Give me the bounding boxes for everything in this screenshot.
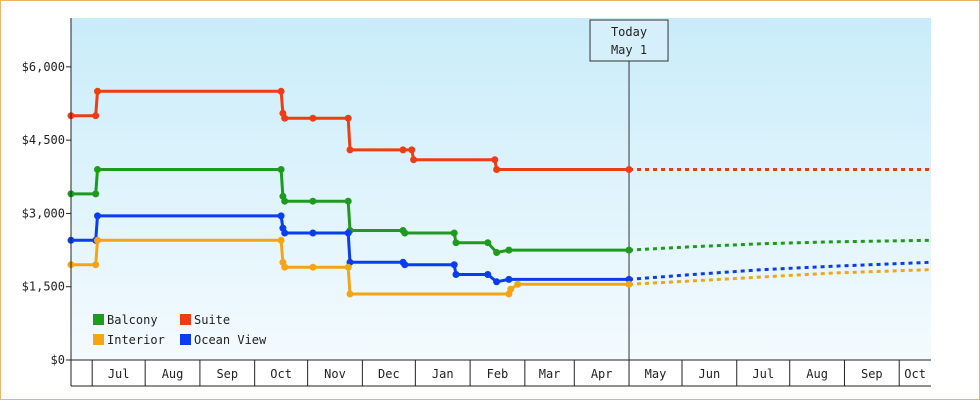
legend-swatch-interior: [93, 334, 104, 345]
x-tick-label: Oct: [270, 367, 292, 381]
x-tick-label: Apr: [591, 367, 613, 381]
data-point-suite: [493, 166, 501, 173]
y-tick-label: $6,000: [22, 60, 65, 74]
data-point-interior: [309, 263, 317, 271]
data-point-suite: [92, 112, 100, 120]
data-point-ocean-view: [452, 271, 460, 278]
data-point-suite: [408, 146, 416, 154]
x-tick-label: Mar: [539, 367, 561, 381]
forecast-line-ocean-view: [628, 260, 932, 281]
today-date: May 1: [611, 43, 647, 57]
legend-label-suite: Suite: [194, 313, 230, 327]
data-point-ocean-view: [277, 212, 285, 220]
plot-background: [71, 18, 931, 360]
data-point-balcony: [452, 239, 460, 247]
data-point-balcony: [281, 197, 289, 205]
data-point-balcony: [401, 229, 409, 237]
forecast-line-balcony: [628, 238, 932, 252]
data-point-ocean-view: [505, 275, 513, 283]
data-point-ocean-view: [493, 278, 501, 286]
data-point-balcony: [625, 246, 633, 254]
y-tick-label: $3,000: [22, 206, 65, 220]
legend-label-balcony: Balcony: [107, 313, 158, 327]
data-point-balcony: [505, 246, 513, 254]
x-tick-label: Nov: [324, 367, 346, 381]
today-box: [589, 19, 669, 62]
data-point-suite: [94, 87, 101, 95]
data-point-suite: [344, 114, 352, 122]
legend-swatch-suite: [180, 314, 191, 325]
data-point-ocean-view: [484, 271, 492, 278]
data-point-balcony: [484, 239, 492, 247]
data-point-ocean-view: [450, 261, 458, 269]
data-point-suite: [625, 166, 633, 173]
forecast-line-interior: [628, 268, 932, 286]
y-tick-label: $1,500: [22, 280, 65, 294]
x-tick-label: Aug: [162, 367, 184, 381]
data-point-interior: [625, 280, 633, 288]
legend-label-interior: Interior: [107, 333, 165, 347]
x-tick-label: Jul: [108, 367, 130, 381]
legend-swatch-ocean-view: [180, 334, 191, 345]
data-point-interior: [92, 261, 100, 269]
x-tick-label: Dec: [378, 367, 400, 381]
data-point-interior: [514, 280, 522, 288]
data-point-balcony: [277, 166, 285, 173]
data-point-suite: [309, 114, 317, 122]
data-point-suite: [277, 87, 285, 95]
data-point-interior: [344, 263, 352, 271]
data-point-suite: [410, 156, 418, 164]
data-point-balcony: [94, 166, 101, 173]
data-point-ocean-view: [94, 212, 101, 220]
x-tick-label: Jun: [699, 367, 721, 381]
data-point-suite: [399, 146, 407, 154]
x-tick-label: Sep: [216, 367, 238, 381]
data-point-ocean-view: [401, 261, 409, 269]
data-point-balcony: [450, 229, 458, 237]
data-point-interior: [507, 285, 515, 293]
data-point-ocean-view: [309, 229, 317, 237]
data-point-suite: [346, 146, 354, 154]
data-point-interior: [94, 236, 101, 244]
series-line-suite: [71, 89, 629, 171]
data-point-balcony: [92, 190, 100, 198]
data-point-interior: [277, 236, 285, 244]
data-point-suite: [491, 156, 499, 164]
data-point-balcony: [493, 249, 501, 256]
data-point-ocean-view: [625, 275, 633, 283]
y-tick-label: $0: [51, 353, 65, 367]
x-tick-label: Sep: [861, 367, 883, 381]
x-tick-label: Oct: [904, 367, 926, 381]
data-point-balcony: [309, 197, 317, 205]
data-point-suite: [281, 114, 289, 122]
data-point-ocean-view: [281, 229, 289, 237]
today-label: Today: [611, 25, 647, 39]
legend-swatch-balcony: [93, 314, 104, 325]
x-tick-label: Aug: [806, 367, 828, 381]
x-tick-label: May: [645, 367, 667, 381]
data-point-balcony: [344, 197, 352, 205]
data-point-interior: [346, 290, 354, 298]
x-tick-label: Jul: [752, 367, 774, 381]
y-tick-label: $4,500: [22, 133, 65, 147]
x-tick-label: Feb: [487, 367, 509, 381]
data-point-interior: [281, 263, 289, 271]
legend-label-ocean-view: Ocean View: [194, 333, 267, 347]
data-point-ocean-view: [344, 229, 352, 237]
x-tick-label: Jan: [432, 367, 454, 381]
